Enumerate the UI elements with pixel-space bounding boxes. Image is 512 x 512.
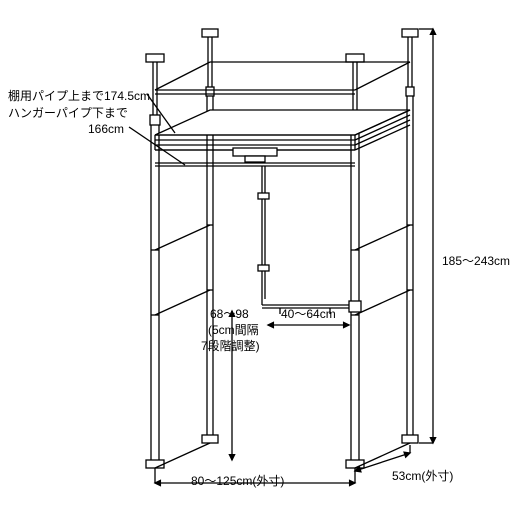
height-label: 185〜243cm [442,253,510,269]
depth-label: 53cm(外寸) [392,468,453,484]
inner-adjust-label-1: (5cm間隔 [208,322,259,338]
inner-adjust-label-2: 7段階調整) [201,338,260,354]
inner-width-label: 40〜64cm [281,306,336,322]
inner-height-label: 68〜98 [210,306,249,322]
width-label: 80〜125cm(外寸) [191,473,284,489]
shelf-pipe-top-label: 棚用パイプ上まで174.5cm [8,88,150,104]
hanger-pipe-bottom-label-2: 166cm [88,121,124,137]
dimension-drawing [0,0,512,512]
hanger-pipe-bottom-label-1: ハンガーパイプ下まで [8,105,128,121]
